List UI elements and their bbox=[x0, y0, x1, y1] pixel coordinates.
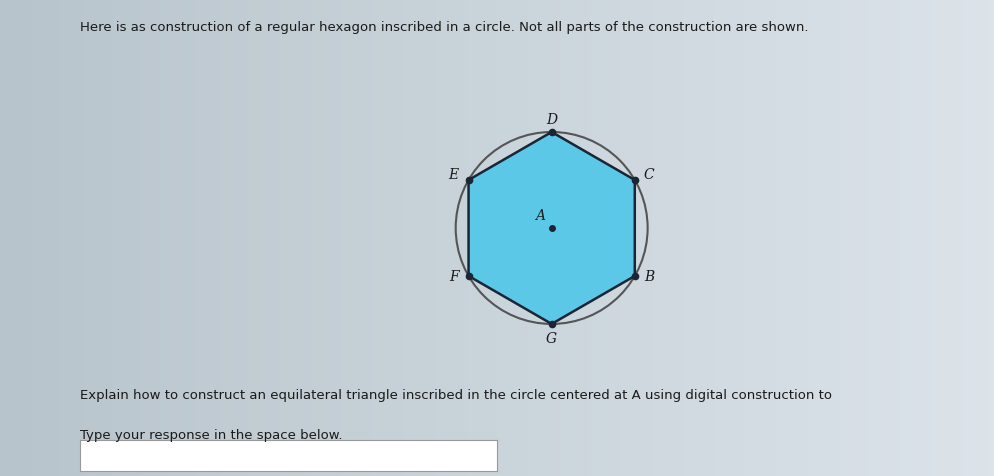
Text: Type your response in the space below.: Type your response in the space below. bbox=[80, 428, 342, 441]
Text: Here is as construction of a regular hexagon inscribed in a circle. Not all part: Here is as construction of a regular hex… bbox=[80, 21, 808, 34]
Text: C: C bbox=[644, 168, 654, 182]
Text: Explain how to construct an equilateral triangle inscribed in the circle centere: Explain how to construct an equilateral … bbox=[80, 388, 832, 401]
Text: B: B bbox=[644, 269, 654, 283]
Text: D: D bbox=[546, 112, 558, 126]
Text: E: E bbox=[448, 168, 458, 182]
Polygon shape bbox=[468, 133, 635, 324]
Text: F: F bbox=[449, 269, 459, 283]
Text: A: A bbox=[535, 209, 545, 223]
Text: G: G bbox=[546, 332, 558, 346]
